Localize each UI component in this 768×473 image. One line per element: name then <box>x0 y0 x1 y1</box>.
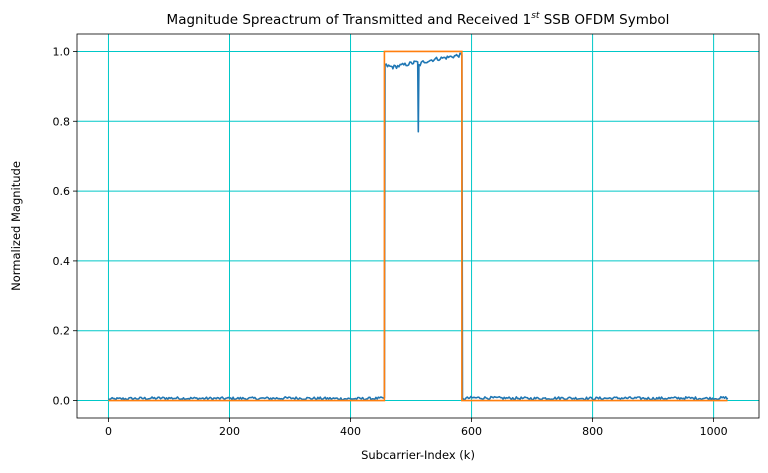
y-tick-label: 1.0 <box>53 45 71 58</box>
x-tick-label: 800 <box>582 425 603 438</box>
x-tick-label: 200 <box>219 425 240 438</box>
x-tick-label: 1000 <box>700 425 728 438</box>
series-layer <box>107 50 729 402</box>
y-tick-label: 0.2 <box>53 325 71 338</box>
chart-title: Magnitude Spreactrum of Transmitted and … <box>167 11 670 28</box>
x-tick-label: 0 <box>105 425 112 438</box>
series-received-line <box>107 52 729 401</box>
x-tick-label: 600 <box>461 425 482 438</box>
x-axis-ticks: 0 200 400 600 800 1000 <box>105 418 728 438</box>
y-axis-ticks: 0.0 0.2 0.4 0.6 0.8 1.0 <box>53 45 77 408</box>
title-superscript: st <box>531 11 540 21</box>
y-tick-label: 0.8 <box>53 115 71 128</box>
title-prefix: Magnitude Spreactrum of Transmitted and … <box>167 12 532 28</box>
y-tick-label: 0.0 <box>53 395 71 408</box>
x-axis-label: Subcarrier-Index (k) <box>361 448 475 462</box>
y-tick-label: 0.6 <box>53 185 71 198</box>
y-tick-label: 0.4 <box>53 255 71 268</box>
plot-area <box>107 50 729 402</box>
x-tick-label: 400 <box>340 425 361 438</box>
y-axis-label: Normalized Magnitude <box>9 161 23 291</box>
series-transmitted-line <box>108 50 728 402</box>
axes-frame <box>76 33 760 419</box>
title-suffix: SSB OFDM Symbol <box>539 12 669 28</box>
